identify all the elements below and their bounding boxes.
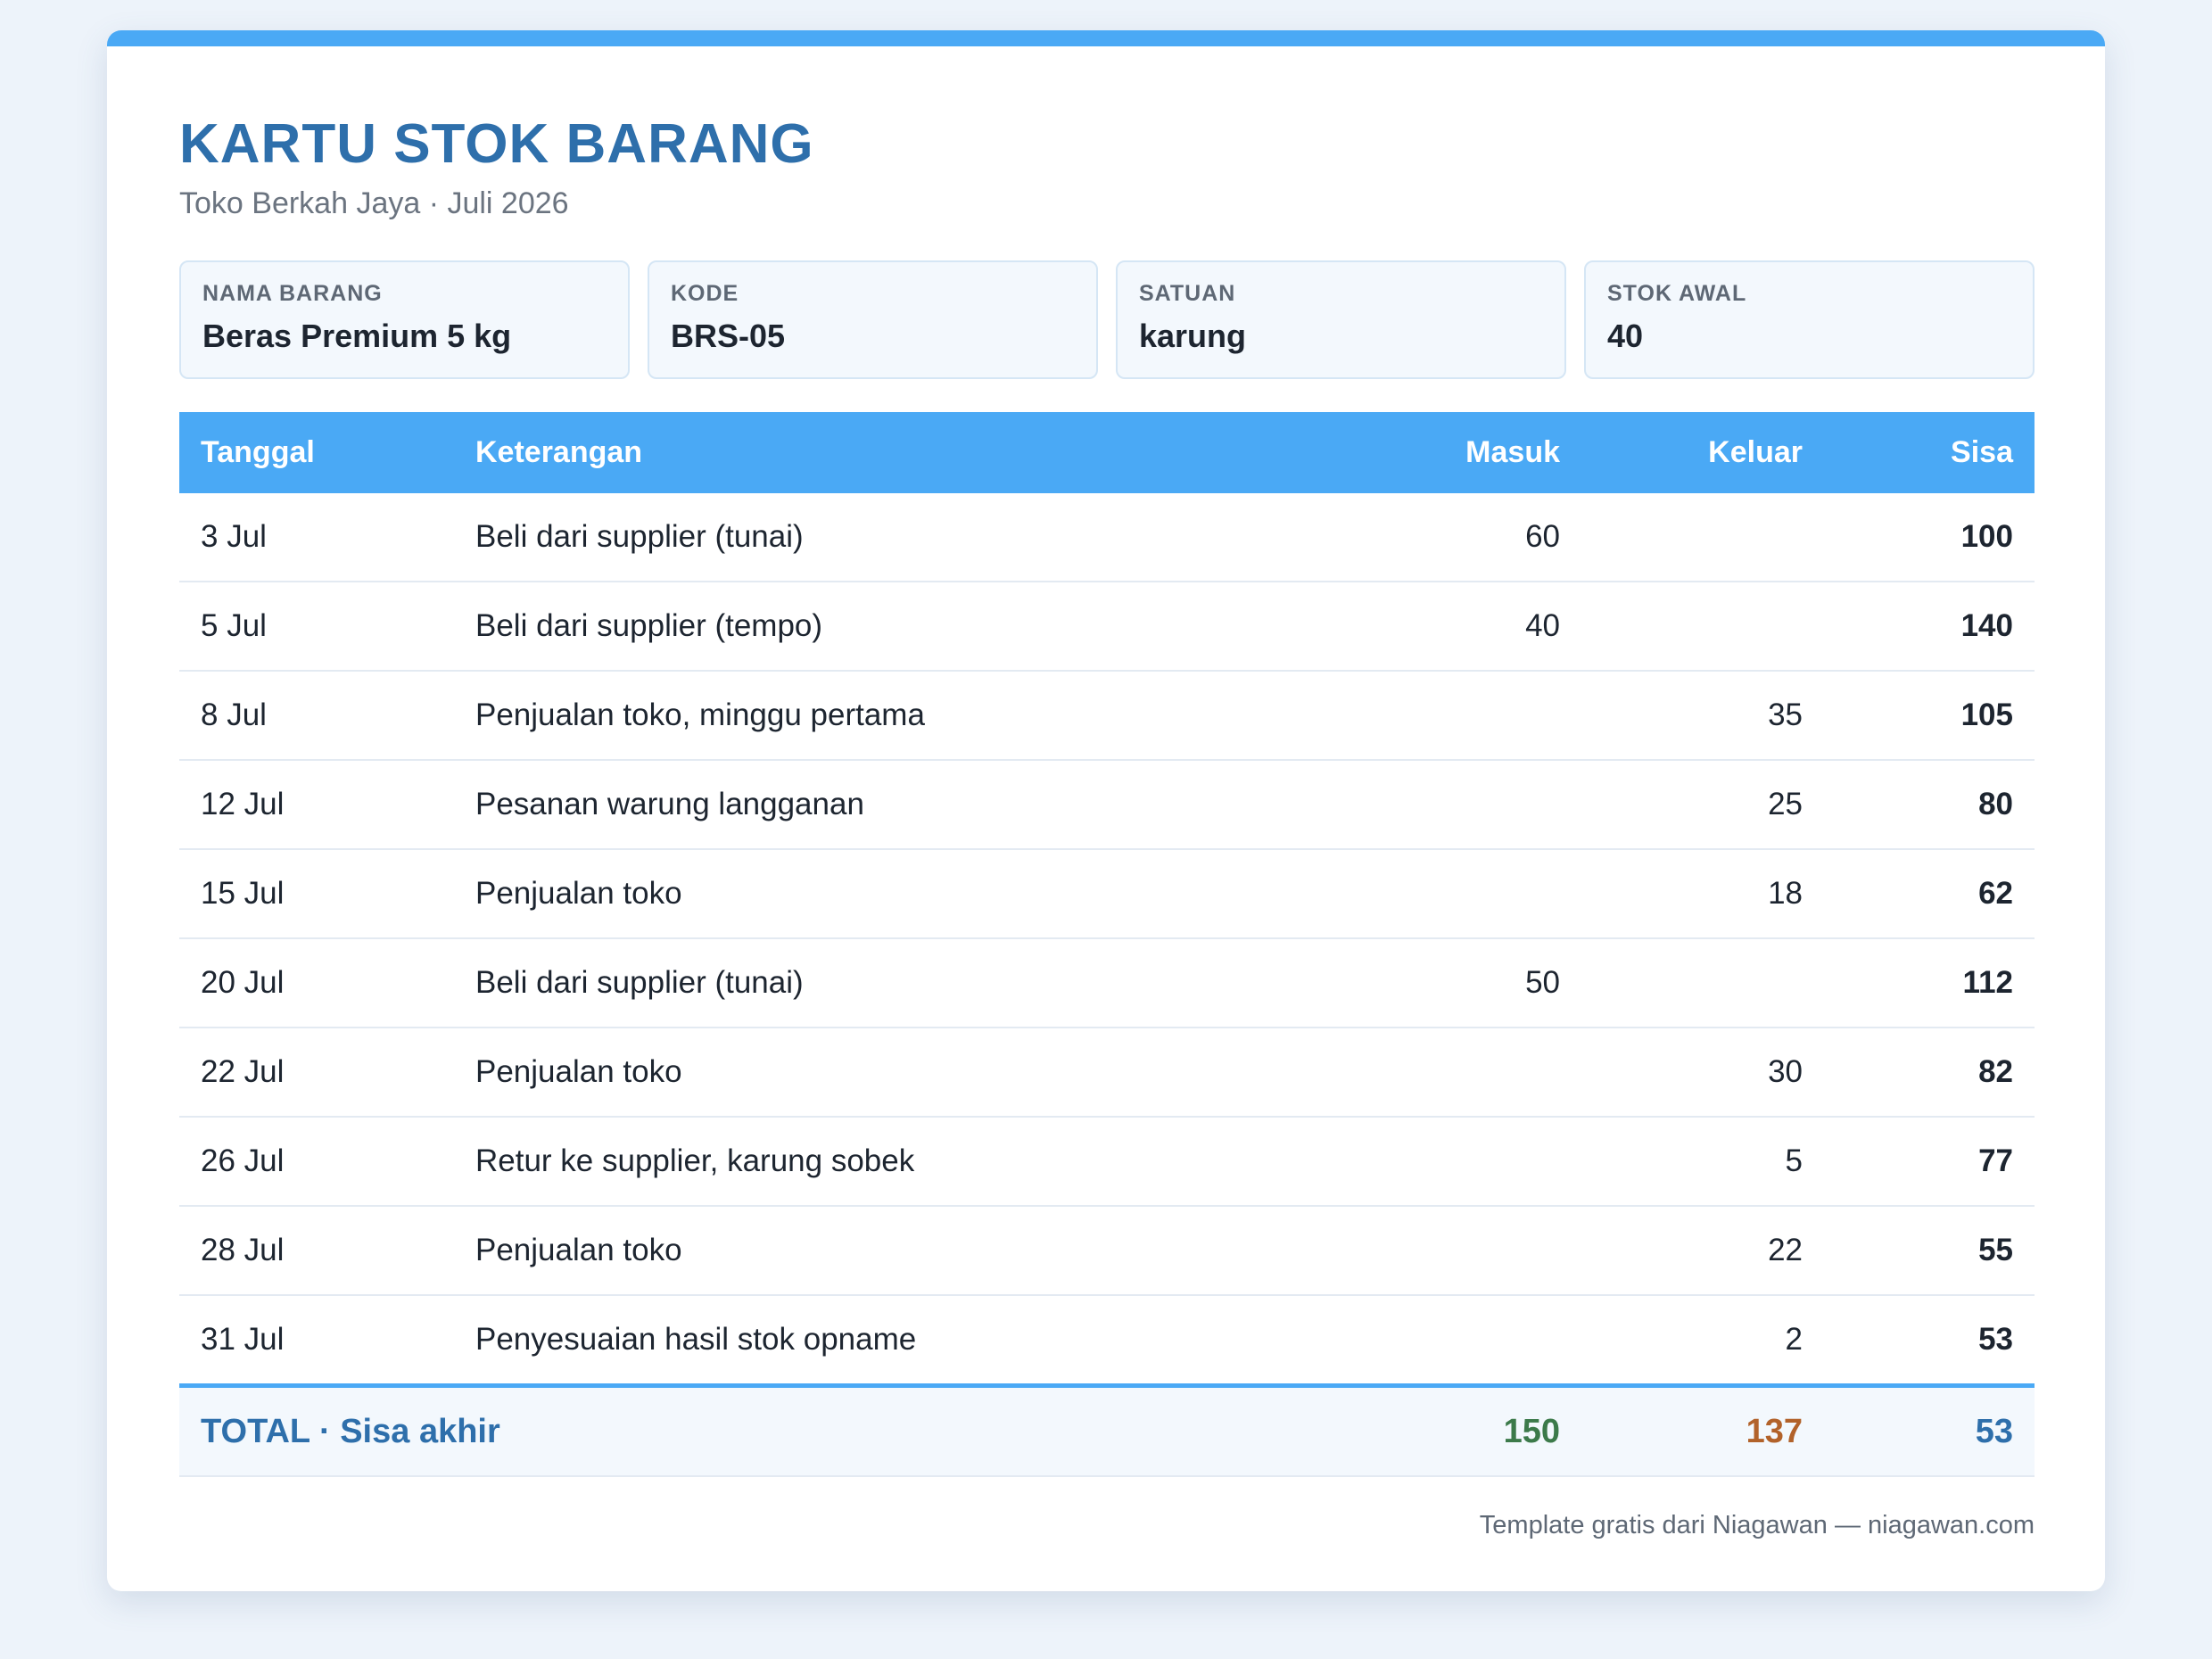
cell-sisa: 62 [1824,849,2035,939]
total-keluar: 137 [1581,1383,1824,1477]
table-row: 3 Jul Beli dari supplier (tunai) 60 100 [179,493,2035,582]
cell-keluar: 25 [1581,760,1824,850]
table-header-row: Tanggal Keterangan Masuk Keluar Sisa [179,412,2035,493]
cell-masuk: 40 [1346,582,1581,672]
cell-masuk: 60 [1346,493,1581,582]
total-sisa: 53 [1824,1383,2035,1477]
column-header-masuk: Masuk [1346,412,1581,493]
info-box-nama-barang: NAMA BARANG Beras Premium 5 kg [179,260,630,379]
table-row: 31 Jul Penyesuaian hasil stok opname 2 53 [179,1295,2035,1387]
cell-keluar: 2 [1581,1295,1824,1387]
cell-keluar [1581,938,1824,1028]
info-box-stok-awal: STOK AWAL 40 [1584,260,2035,379]
cell-keluar: 5 [1581,1117,1824,1207]
info-value: Beras Premium 5 kg [202,318,512,354]
info-box-satuan: SATUAN karung [1116,260,1566,379]
item-info-grid: NAMA BARANG Beras Premium 5 kg KODE BRS-… [179,260,2035,379]
cell-keterangan: Pesanan warung langganan [454,760,1346,850]
cell-sisa: 112 [1824,938,2035,1028]
card-accent-bar [107,30,2105,46]
cell-keterangan: Beli dari supplier (tunai) [454,938,1346,1028]
total-row: TOTAL · Sisa akhir 150 137 53 [179,1383,2035,1477]
info-label: SATUAN [1139,281,1236,306]
info-label: NAMA BARANG [202,281,383,306]
table-row: 28 Jul Penjualan toko 22 55 [179,1206,2035,1296]
cell-keluar [1581,582,1824,672]
stock-table: Tanggal Keterangan Masuk Keluar Sisa 3 J… [179,412,2035,1477]
cell-keterangan: Penjualan toko, minggu pertama [454,671,1346,761]
total-masuk: 150 [1346,1383,1581,1477]
cell-masuk [1346,671,1581,761]
column-header-keterangan: Keterangan [454,412,1346,493]
table-row: 15 Jul Penjualan toko 18 62 [179,849,2035,939]
cell-masuk [1346,760,1581,850]
cell-tanggal: 5 Jul [179,582,454,672]
cell-keluar: 18 [1581,849,1824,939]
footer-credit: Template gratis dari Niagawan — niagawan… [1479,1511,2035,1539]
cell-sisa: 100 [1824,493,2035,582]
cell-masuk [1346,1117,1581,1207]
cell-tanggal: 20 Jul [179,938,454,1028]
info-value: 40 [1607,318,1644,354]
table-header: Tanggal Keterangan Masuk Keluar Sisa [179,412,2035,493]
column-header-keluar: Keluar [1581,412,1824,493]
cell-tanggal: 22 Jul [179,1028,454,1118]
page-title: KARTU STOK BARANG [179,113,814,175]
cell-sisa: 105 [1824,671,2035,761]
table-row: 8 Jul Penjualan toko, minggu pertama 35 105 [179,671,2035,761]
cell-sisa: 55 [1824,1206,2035,1296]
cell-masuk [1346,849,1581,939]
cell-keterangan: Beli dari supplier (tunai) [454,493,1346,582]
cell-keluar: 22 [1581,1206,1824,1296]
info-label: STOK AWAL [1607,281,1747,306]
cell-keterangan: Retur ke supplier, karung sobek [454,1117,1346,1207]
cell-keterangan: Penyesuaian hasil stok opname [454,1295,1346,1387]
table-row: 5 Jul Beli dari supplier (tempo) 40 140 [179,582,2035,672]
cell-sisa: 77 [1824,1117,2035,1207]
cell-masuk [1346,1206,1581,1296]
cell-tanggal: 15 Jul [179,849,454,939]
cell-keterangan: Penjualan toko [454,1206,1346,1296]
cell-keluar: 30 [1581,1028,1824,1118]
column-header-tanggal: Tanggal [179,412,454,493]
table-row: 12 Jul Pesanan warung langganan 25 80 [179,760,2035,850]
total-label: TOTAL · Sisa akhir [179,1383,1346,1477]
info-label: KODE [671,281,739,306]
cell-keterangan: Beli dari supplier (tempo) [454,582,1346,672]
cell-tanggal: 28 Jul [179,1206,454,1296]
info-value: karung [1139,318,1247,354]
cell-keterangan: Penjualan toko [454,1028,1346,1118]
cell-tanggal: 12 Jul [179,760,454,850]
cell-keluar: 35 [1581,671,1824,761]
cell-tanggal: 3 Jul [179,493,454,582]
info-value: BRS-05 [671,318,786,354]
page-subtitle: Toko Berkah Jaya · Juli 2026 [179,186,569,220]
table-row: 22 Jul Penjualan toko 30 82 [179,1028,2035,1118]
stock-card: KARTU STOK BARANG Toko Berkah Jaya · Jul… [107,30,2105,1591]
cell-sisa: 140 [1824,582,2035,672]
cell-masuk [1346,1295,1581,1387]
cell-sisa: 80 [1824,760,2035,850]
cell-masuk: 50 [1346,938,1581,1028]
cell-tanggal: 31 Jul [179,1295,454,1387]
table-row: 20 Jul Beli dari supplier (tunai) 50 112 [179,938,2035,1028]
cell-tanggal: 26 Jul [179,1117,454,1207]
cell-tanggal: 8 Jul [179,671,454,761]
cell-sisa: 53 [1824,1295,2035,1387]
table-row: 26 Jul Retur ke supplier, karung sobek 5 77 [179,1117,2035,1207]
info-box-kode: KODE BRS-05 [648,260,1098,379]
cell-keterangan: Penjualan toko [454,849,1346,939]
cell-keluar [1581,493,1824,582]
cell-sisa: 82 [1824,1028,2035,1118]
column-header-sisa: Sisa [1824,412,2035,493]
cell-masuk [1346,1028,1581,1118]
table-footer: TOTAL · Sisa akhir 150 137 53 [179,1383,2035,1477]
table-body: 3 Jul Beli dari supplier (tunai) 60 100 5 Ju… [179,493,2035,1387]
